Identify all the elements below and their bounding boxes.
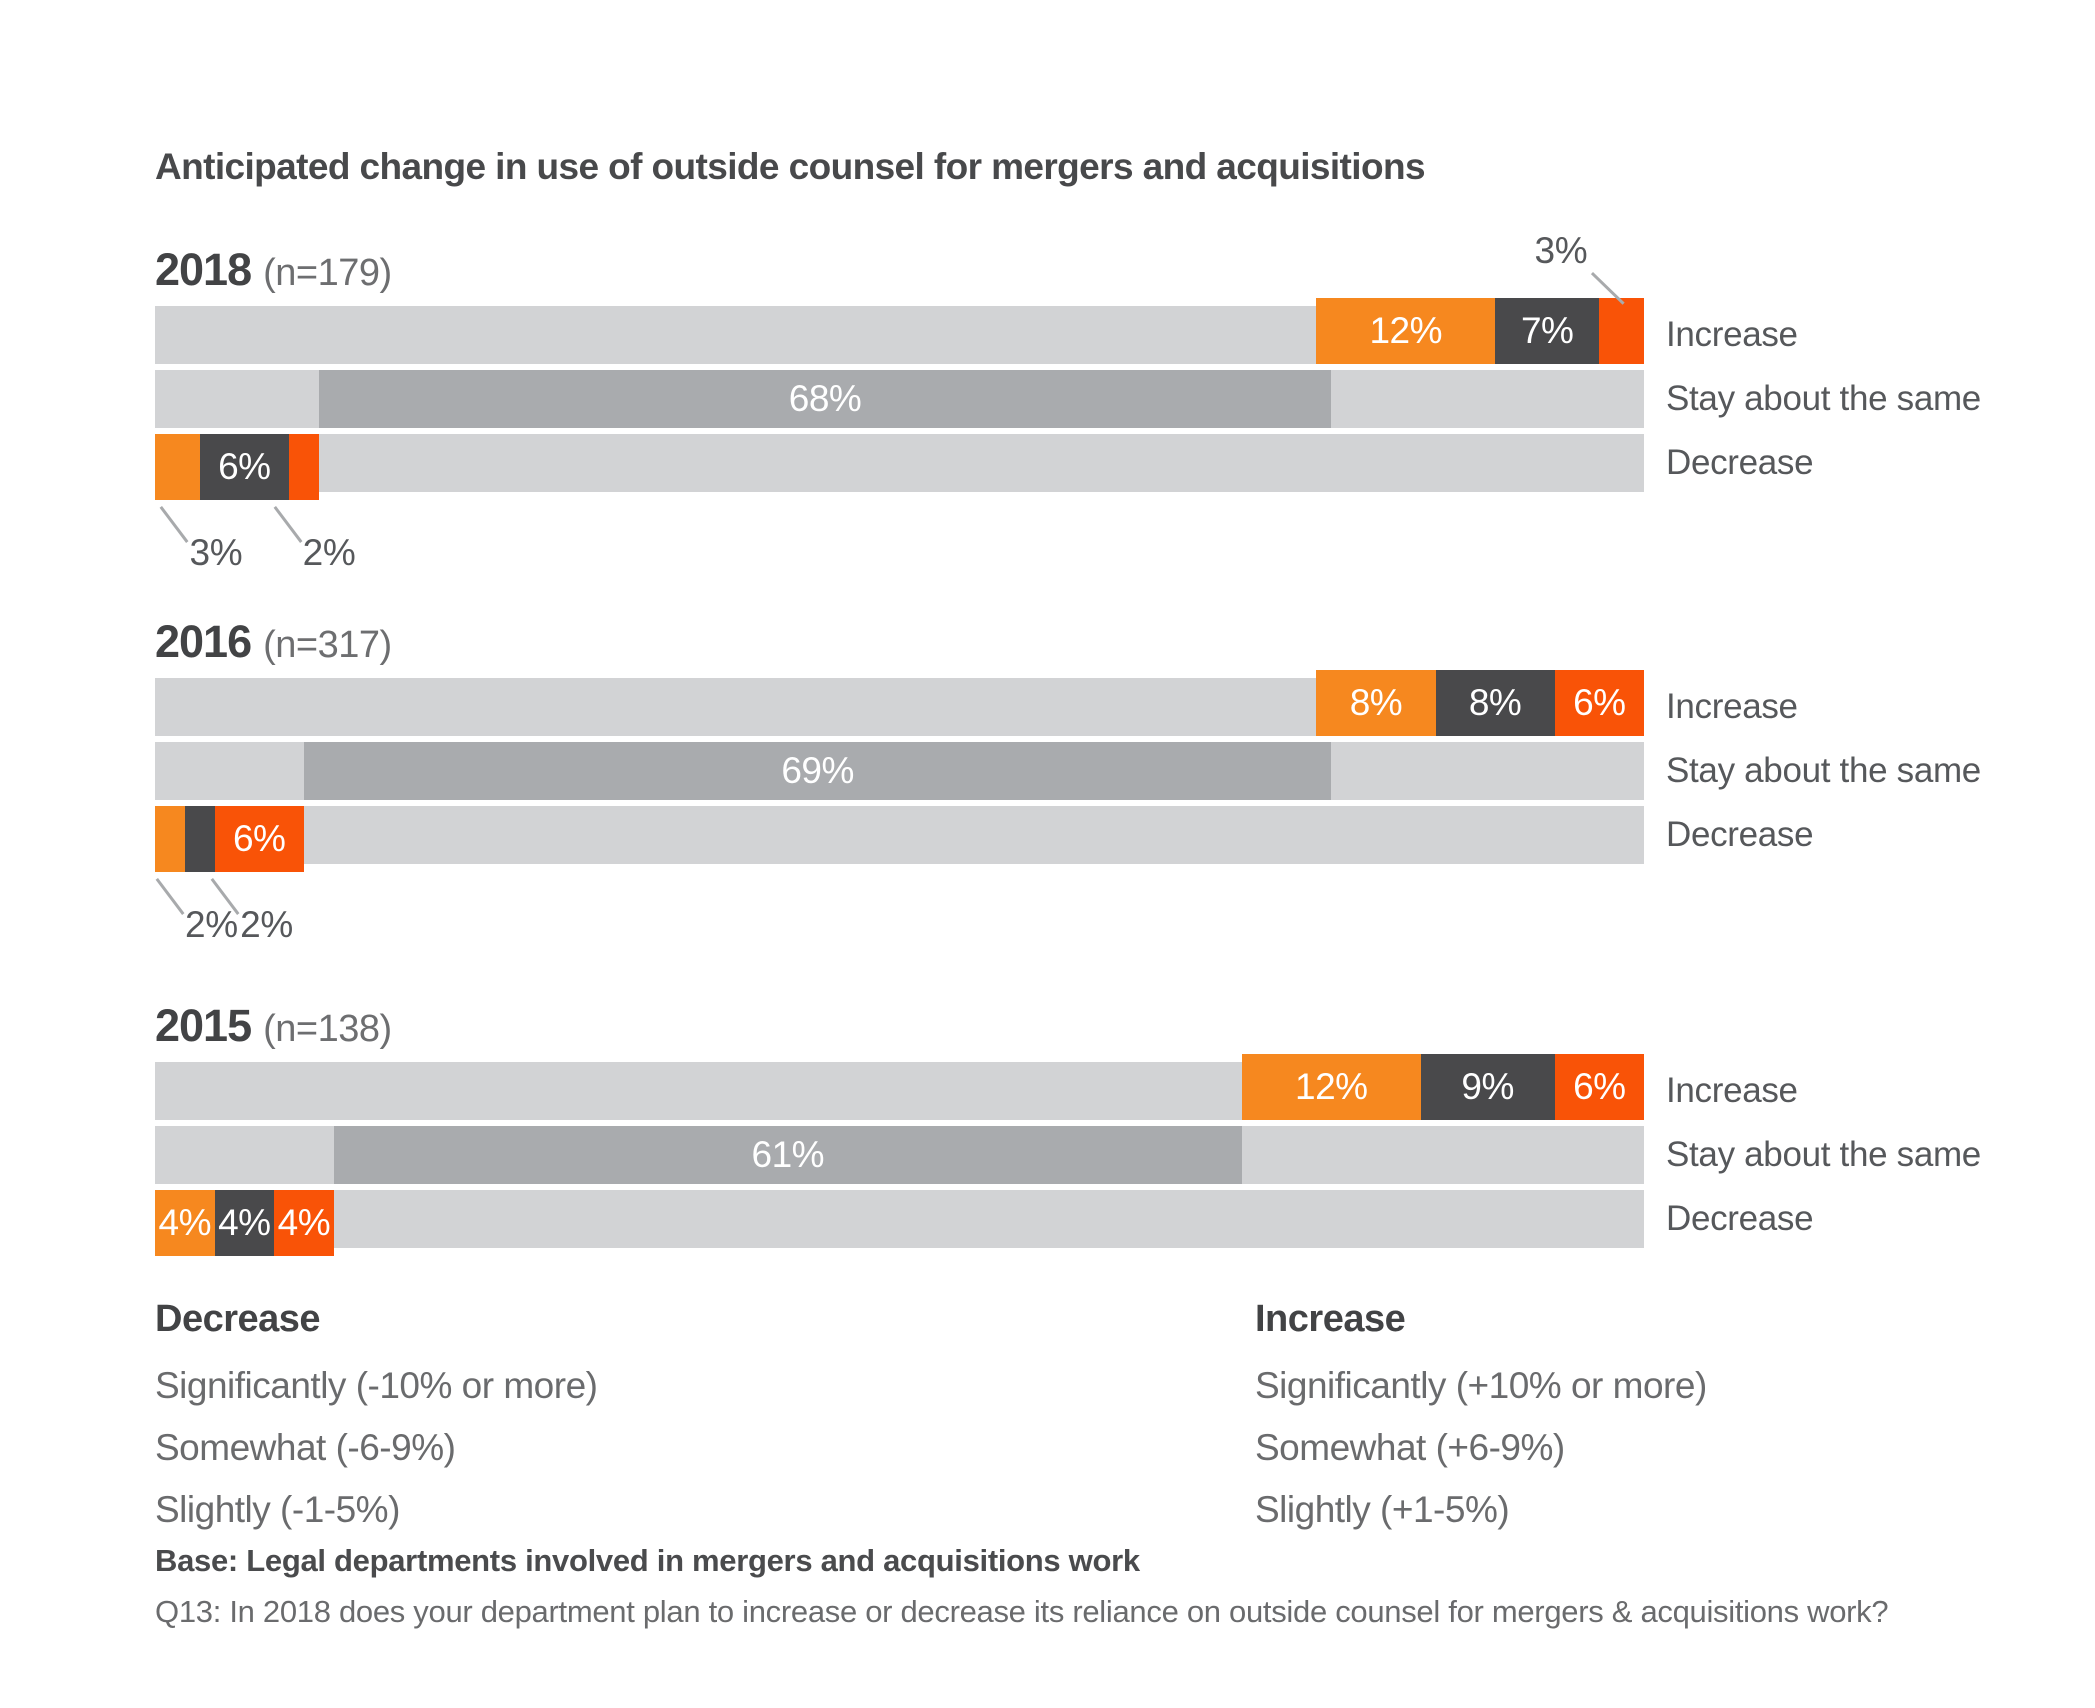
legend-decrease: Decrease Significantly (-10% or more) So…: [155, 1298, 598, 1541]
legend-decrease-item: Somewhat (-6-9%): [155, 1427, 456, 1468]
bar-track-stay: 69% Stay about the same: [155, 742, 1981, 800]
bar-segment-dark_gray: 6%: [199, 434, 289, 500]
year-label: 2018: [155, 244, 252, 295]
legend-increase: Increase Significantly (+10% or more) So…: [1255, 1298, 1707, 1541]
row-label-stay: Stay about the same: [1666, 379, 1981, 418]
bar-segment-orange: [155, 806, 185, 872]
year-group-2018: 2018 (n=179) 12% 7% 3% Increase 68% Stay about …: [155, 230, 1981, 573]
legend-increase-heading: Increase: [1255, 1298, 1406, 1340]
chart-title: Anticipated change in use of outside cou…: [155, 146, 1426, 187]
bar-segment-stay: 69%: [303, 742, 1332, 800]
segment-value-label: 6%: [1573, 682, 1626, 723]
callout-label: 3%: [189, 532, 243, 573]
segment-value-label: 12%: [1295, 1066, 1368, 1107]
segment-value-label: 9%: [1461, 1066, 1514, 1107]
legend-decrease-item: Slightly (-1-5%): [155, 1489, 400, 1530]
callout-label: 2%: [302, 532, 356, 573]
row-label-increase: Increase: [1666, 1071, 1798, 1110]
year-label: 2016: [155, 616, 252, 667]
row-label-stay: Stay about the same: [1666, 1135, 1981, 1174]
bar-segment-orange: 12%: [1241, 1054, 1421, 1120]
segment-value-label: 68%: [788, 378, 862, 419]
footer-question-note: Q13: In 2018 does your department plan t…: [155, 1594, 1889, 1629]
segment-value-label: 8%: [1349, 682, 1403, 723]
bar-segment-red_orange: 6%: [1554, 1054, 1644, 1120]
sample-size-label: (n=317): [263, 624, 392, 666]
legend-increase-item: Slightly (+1-5%): [1255, 1489, 1510, 1530]
bar-segment-stay: 68%: [318, 370, 1332, 428]
bar-segment-orange: 4%: [155, 1190, 215, 1256]
callout-line: [160, 506, 189, 543]
legend-increase-item: Somewhat (+6-9%): [1255, 1427, 1565, 1468]
year-group-2016: 2016 (n=317) 8% 8% 6% Increase 69% Stay about t…: [155, 616, 1981, 945]
bar-segment-dark_gray: 7%: [1495, 298, 1600, 364]
bar-track-increase: 12% 7% 3% Increase: [155, 230, 1798, 364]
row-label-increase: Increase: [1666, 315, 1798, 354]
row-label-increase: Increase: [1666, 687, 1798, 726]
year-group-2015: 2015 (n=138) 12% 9% 6% Increase 61% Stay about …: [155, 1000, 1981, 1256]
bar-track-decrease: 3% 6% 2% Decrease: [155, 434, 1814, 573]
bar-segment-orange: 12%: [1316, 298, 1496, 364]
footer-base-note: Base: Legal departments involved in merg…: [155, 1543, 1140, 1578]
row-label-decrease: Decrease: [1666, 815, 1814, 854]
segment-value-label: 61%: [751, 1134, 825, 1175]
segment-value-label: 12%: [1369, 310, 1443, 351]
bar-segment-red_orange: 4%: [274, 1190, 334, 1256]
bar-track-decrease: 2% 2% 6% Decrease: [155, 806, 1814, 945]
bar-segment-red_orange: [289, 434, 319, 500]
callout-label: 3%: [1534, 230, 1588, 271]
sample-size-label: (n=138): [263, 1008, 392, 1050]
bar-segment-orange: 8%: [1316, 670, 1436, 736]
footer: Base: Legal departments involved in merg…: [155, 1543, 1889, 1630]
group-heading: 2016 (n=317): [155, 616, 1644, 667]
legend-decrease-item: Significantly (-10% or more): [155, 1365, 598, 1406]
legend-decrease-heading: Decrease: [155, 1298, 321, 1340]
bar-segment-dark_gray: [184, 806, 215, 872]
segment-value-label: 4%: [277, 1202, 331, 1243]
callout-line: [273, 506, 303, 543]
bar-segment-dark_gray: 8%: [1435, 670, 1555, 736]
bar-segment-dark_gray: 4%: [214, 1190, 275, 1256]
group-heading: 2015 (n=138): [155, 1000, 1644, 1051]
bar-track-stay: 61% Stay about the same: [155, 1126, 1981, 1184]
bar-segment-dark_gray: 9%: [1420, 1054, 1555, 1120]
group-heading: 2018 (n=179): [155, 244, 1644, 295]
row-label-decrease: Decrease: [1666, 1199, 1814, 1238]
legend-increase-item: Significantly (+10% or more): [1255, 1365, 1707, 1406]
callout-label: 2%: [240, 904, 293, 945]
segment-value-label: 69%: [781, 750, 854, 791]
callout-label: 2%: [184, 904, 238, 945]
segment-value-label: 4%: [218, 1202, 271, 1243]
year-label: 2015: [155, 1000, 252, 1051]
row-label-decrease: Decrease: [1666, 443, 1814, 482]
bar-track-increase: 8% 8% 6% Increase: [155, 670, 1798, 736]
bar-segment-orange: [155, 434, 200, 500]
segment-value-label: 7%: [1520, 310, 1574, 351]
segment-value-label: 4%: [158, 1202, 212, 1243]
row-label-stay: Stay about the same: [1666, 751, 1981, 790]
segment-value-label: 6%: [232, 818, 286, 859]
bar-track-increase: 12% 9% 6% Increase: [155, 1054, 1798, 1120]
segment-value-label: 8%: [1468, 682, 1522, 723]
segment-value-label: 6%: [218, 446, 271, 487]
bar-segment-red_orange: [1599, 298, 1644, 364]
sample-size-label: (n=179): [263, 252, 392, 294]
bar-track-decrease: 4% 4% 4% Decrease: [155, 1190, 1814, 1256]
bar-segment-stay: 61%: [333, 1126, 1242, 1184]
bar-segment-red_orange: 6%: [1554, 670, 1644, 736]
callout-line: [155, 878, 185, 915]
bar-track-stay: 68% Stay about the same: [155, 370, 1981, 428]
segment-value-label: 6%: [1573, 1066, 1626, 1107]
bar-segment-red_orange: 6%: [214, 806, 304, 872]
